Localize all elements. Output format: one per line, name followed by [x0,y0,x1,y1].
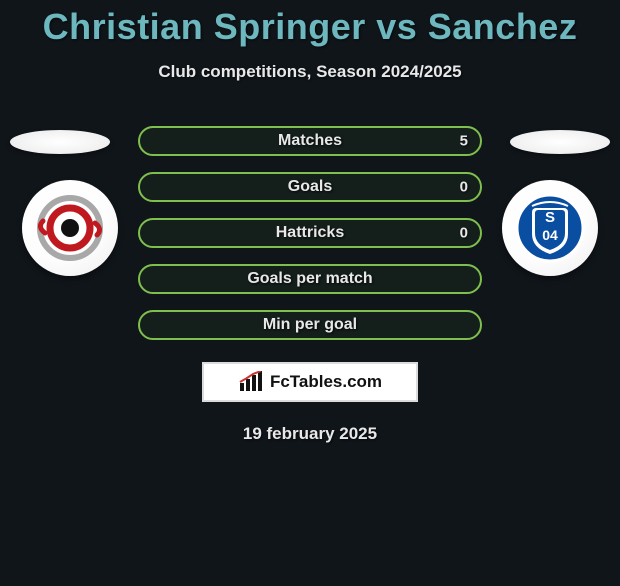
stat-row-goals: Goals 0 [138,172,482,202]
brand-label: FcTables.com [270,372,382,392]
stat-row-hattricks: Hattricks 0 [138,218,482,248]
stat-row-matches: Matches 5 [138,126,482,156]
stat-right-value: 0 [460,225,468,242]
stat-label: Goals [288,178,332,196]
svg-text:04: 04 [542,227,558,243]
brand-badge[interactable]: FcTables.com [202,362,418,402]
date-line: 19 february 2025 [0,424,620,444]
schalke-icon: S 04 [514,192,586,264]
stat-label: Matches [278,132,342,150]
club-badge-right: S 04 [502,180,598,276]
stat-label: Goals per match [247,270,372,288]
stat-row-goals-per-match: Goals per match [138,264,482,294]
country-flag-left [10,130,110,154]
stat-label: Hattricks [276,224,344,242]
svg-text:S: S [545,209,555,226]
hurricanes-icon [35,193,105,263]
stat-right-value: 0 [460,179,468,196]
country-flag-right [510,130,610,154]
stat-right-value: 5 [460,133,468,150]
stat-label: Min per goal [263,316,357,334]
stat-row-min-per-goal: Min per goal [138,310,482,340]
bars-icon [238,371,264,393]
page-title: Christian Springer vs Sanchez [0,6,620,48]
subtitle: Club competitions, Season 2024/2025 [0,62,620,82]
club-badge-left [22,180,118,276]
